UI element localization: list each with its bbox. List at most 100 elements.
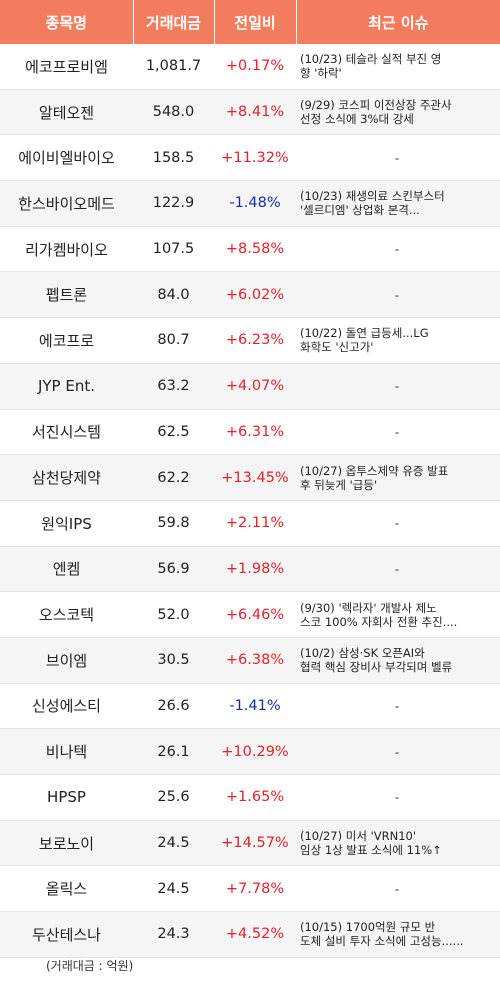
issue-line-2: 도체 설비 투자 소식에 고성능...... xyxy=(300,934,464,949)
change-rate: +13.45% xyxy=(214,454,296,501)
table-row: HPSP 25.6 +1.65% - xyxy=(0,774,500,821)
table-row: 올릭스 24.5 +7.78% - xyxy=(0,865,500,913)
stock-name: 한스바이오메드 xyxy=(0,180,133,227)
change-rate: +4.52% xyxy=(214,911,296,958)
issue-line-2: 선정 소식에 3%대 강세 xyxy=(300,112,414,127)
trade-volume: 1,081.7 xyxy=(133,44,214,90)
trade-volume: 62.5 xyxy=(133,409,214,456)
table-row: 한스바이오메드 122.9 -1.48% (10/23) 재생의료 스킨부스터 '셀르디… xyxy=(0,180,500,227)
stock-name: 비나텍 xyxy=(0,728,133,775)
issue-line-1: (10/2) 삼성·SK 오픈AI와 xyxy=(300,646,425,661)
recent-issue: - xyxy=(296,271,500,319)
issue-line-2: 후 뒤늦게 '급등' xyxy=(300,477,378,492)
recent-issue: - xyxy=(296,500,500,547)
stock-table: 종목명 거래대금 전일비 최근 이슈 에코프로비엠 1,081.7 +0.17% (1… xyxy=(0,0,500,958)
table-row: 알테오젠 548.0 +8.41% (9/29) 코스피 이전상장 주관사 선정 소식… xyxy=(0,89,500,136)
table-header: 종목명 거래대금 전일비 최근 이슈 xyxy=(0,0,500,44)
table-row: 원익IPS 59.8 +2.11% - xyxy=(0,500,500,547)
header-issue: 최근 이슈 xyxy=(296,0,500,44)
stock-name: 삼천당제약 xyxy=(0,454,133,501)
change-rate: +1.65% xyxy=(214,774,296,821)
table-row: 비나텍 26.1 +10.29% - xyxy=(0,728,500,775)
trade-volume: 80.7 xyxy=(133,317,214,364)
table-row: 리가켐바이오 107.5 +8.58% - xyxy=(0,226,500,273)
change-rate: +10.29% xyxy=(214,728,296,775)
recent-issue: (10/23) 재생의료 스킨부스터 '셀르디엠' 상업화 본격... xyxy=(296,180,500,227)
trade-volume: 52.0 xyxy=(133,591,214,638)
stock-name: 에코프로비엠 xyxy=(0,44,133,90)
recent-issue: (10/27) 미서 'VRN10' 임상 1상 발표 소식에 11%↑ xyxy=(296,820,500,867)
table-row: 두산테스나 24.3 +4.52% (10/15) 1700억원 규모 반 도체 설비 … xyxy=(0,911,500,958)
stock-name: 보로노이 xyxy=(0,820,133,867)
trade-volume: 63.2 xyxy=(133,363,214,410)
issue-line-2: 임상 1상 발표 소식에 11%↑ xyxy=(300,843,442,858)
stock-name: 알테오젠 xyxy=(0,89,133,136)
header-volume: 거래대금 xyxy=(133,0,215,44)
stock-name: 엔켐 xyxy=(0,546,133,593)
issue-line-2: 화학도 '신고가' xyxy=(300,340,374,355)
issue-line-2: '셀르디엠' 상업화 본격... xyxy=(300,203,420,218)
issue-line-2: 향 '하락' xyxy=(300,66,342,81)
change-rate: +6.31% xyxy=(214,409,296,456)
table-row: 보로노이 24.5 +14.57% (10/27) 미서 'VRN10' 임상 1상 발… xyxy=(0,820,500,867)
issue-line-2: 스코 100% 자회사 전환 추진.... xyxy=(300,614,458,629)
change-rate: +6.23% xyxy=(214,317,296,364)
table-row: 삼천당제약 62.2 +13.45% (10/27) 옵투스제약 유증 발표 후 뒤늦… xyxy=(0,454,500,501)
header-name: 종목명 xyxy=(0,0,134,44)
table-row: 펩트론 84.0 +6.02% - xyxy=(0,271,500,319)
recent-issue: - xyxy=(296,134,500,182)
trade-volume: 158.5 xyxy=(133,134,214,182)
table-row: JYP Ent. 63.2 +4.07% - xyxy=(0,363,500,410)
issue-line-1: (9/29) 코스피 이전상장 주관사 xyxy=(300,98,452,113)
change-rate: -1.41% xyxy=(214,683,296,730)
footnote: (거래대금 : 억원) xyxy=(46,959,134,973)
recent-issue: (10/27) 옵투스제약 유증 발표 후 뒤늦게 '급등' xyxy=(296,454,500,501)
change-rate: -1.48% xyxy=(214,180,296,227)
change-rate: +8.58% xyxy=(214,226,296,273)
trade-volume: 62.2 xyxy=(133,454,214,501)
recent-issue: - xyxy=(296,546,500,593)
trade-volume: 59.8 xyxy=(133,500,214,547)
issue-line-1: (10/27) 옵투스제약 유증 발표 xyxy=(300,463,449,478)
change-rate: +4.07% xyxy=(214,363,296,410)
trade-volume: 107.5 xyxy=(133,226,214,273)
recent-issue: - xyxy=(296,363,500,410)
table-row: 엔켐 56.9 +1.98% - xyxy=(0,546,500,593)
trade-volume: 84.0 xyxy=(133,271,214,319)
trade-volume: 548.0 xyxy=(133,89,214,136)
stock-name: 두산테스나 xyxy=(0,911,133,958)
issue-line-2: 협력 핵심 장비사 부각되며 벨류 xyxy=(300,660,453,675)
stock-name: 에코프로 xyxy=(0,317,133,364)
stock-name: 에이비엘바이오 xyxy=(0,134,133,182)
stock-name: 올릭스 xyxy=(0,865,133,913)
trade-volume: 30.5 xyxy=(133,637,214,684)
trade-volume: 25.6 xyxy=(133,774,214,821)
trade-volume: 24.5 xyxy=(133,865,214,913)
stock-name: 서진시스템 xyxy=(0,409,133,456)
change-rate: +6.38% xyxy=(214,637,296,684)
stock-name: 원익IPS xyxy=(0,500,133,547)
trade-volume: 122.9 xyxy=(133,180,214,227)
issue-line-1: (10/23) 테슬라 실적 부진 영 xyxy=(300,52,442,67)
change-rate: +7.78% xyxy=(214,865,296,913)
stock-name: 오스코텍 xyxy=(0,591,133,638)
recent-issue: (9/30) '렉라자' 개발사 제노 스코 100% 자회사 전환 추진.... xyxy=(296,591,500,638)
table-row: 서진시스템 62.5 +6.31% - xyxy=(0,409,500,456)
change-rate: +8.41% xyxy=(214,89,296,136)
recent-issue: (10/2) 삼성·SK 오픈AI와 협력 핵심 장비사 부각되며 벨류 xyxy=(296,637,500,684)
change-rate: +2.11% xyxy=(214,500,296,547)
table-row: 신성에스티 26.6 -1.41% - xyxy=(0,683,500,730)
recent-issue: - xyxy=(296,409,500,456)
issue-line-1: (10/27) 미서 'VRN10' xyxy=(300,829,417,844)
change-rate: +1.98% xyxy=(214,546,296,593)
stock-name: 브이엠 xyxy=(0,637,133,684)
issue-line-1: (10/22) 돌연 급등세...LG xyxy=(300,326,429,341)
issue-line-1: (10/23) 재생의료 스킨부스터 xyxy=(300,189,445,204)
recent-issue: (10/22) 돌연 급등세...LG 화학도 '신고가' xyxy=(296,317,500,364)
trade-volume: 24.3 xyxy=(133,911,214,958)
change-rate: +11.32% xyxy=(214,134,296,182)
trade-volume: 26.6 xyxy=(133,683,214,730)
